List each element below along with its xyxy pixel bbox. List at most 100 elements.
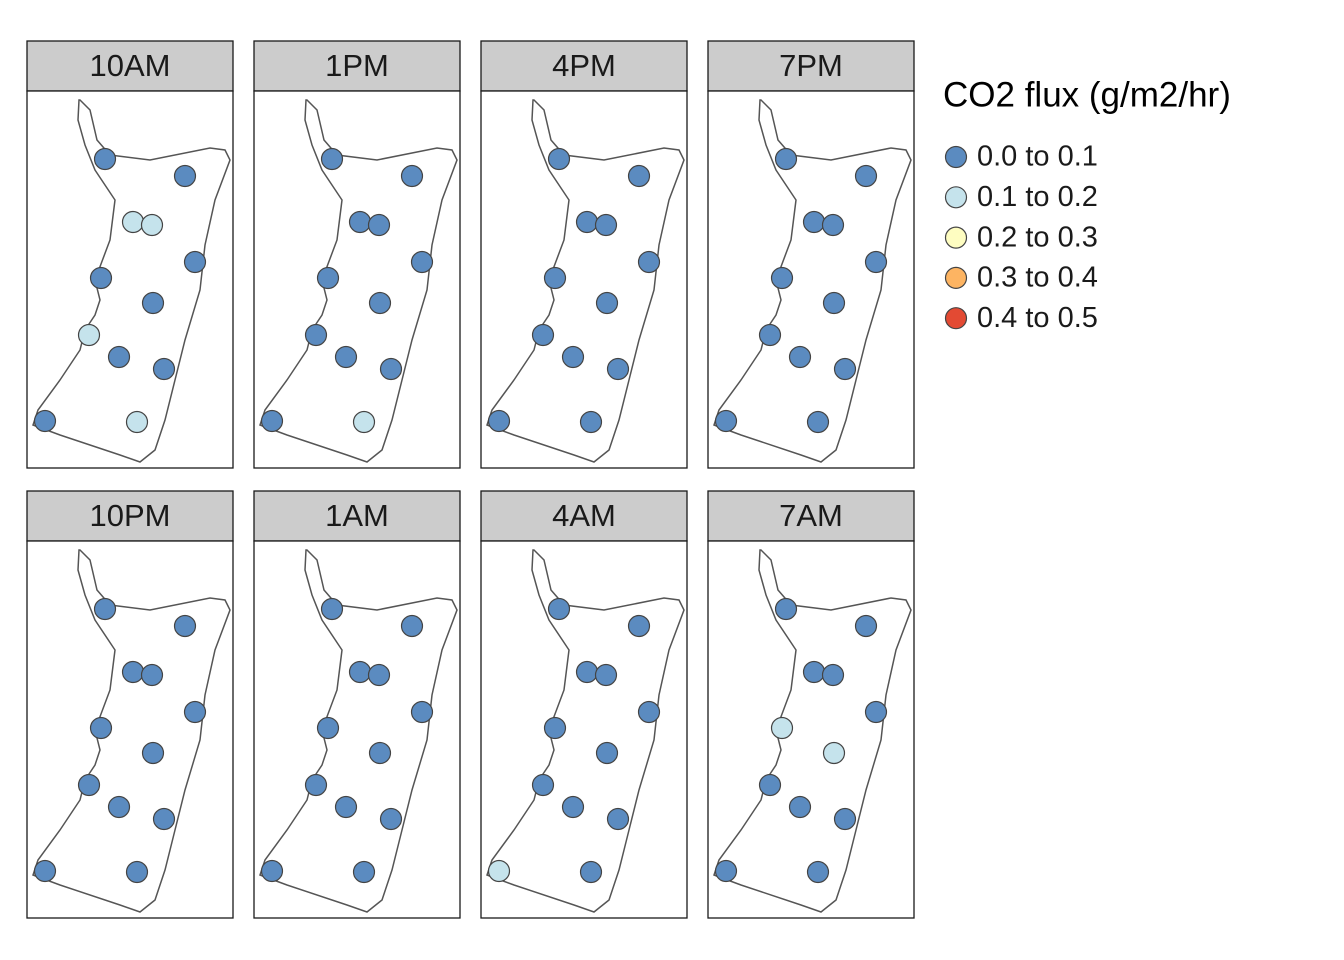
site-point [260, 409, 284, 433]
panel-title: 4AM [552, 498, 616, 533]
site-point [770, 266, 794, 290]
site-point [121, 660, 145, 684]
site-point [595, 741, 619, 765]
site-point [547, 147, 571, 171]
site-point [561, 795, 585, 819]
site-point [854, 614, 878, 638]
panel: 1PM [253, 40, 461, 469]
site-point [320, 147, 344, 171]
site-point [77, 323, 101, 347]
site-point [531, 323, 555, 347]
panel-header [707, 490, 915, 542]
panel-header [26, 40, 234, 92]
site-point [822, 741, 846, 765]
site-point [140, 663, 164, 687]
site-point [183, 250, 207, 274]
site-point [89, 716, 113, 740]
site-point [352, 860, 376, 884]
site-point [141, 291, 165, 315]
site-point [788, 795, 812, 819]
site-point [487, 859, 511, 883]
site-point [821, 663, 845, 687]
panel-title: 10AM [90, 48, 171, 83]
panel: 10PM [26, 490, 234, 919]
site-point [822, 291, 846, 315]
panel: 7AM [707, 490, 915, 919]
site-point [379, 357, 403, 381]
site-point [33, 859, 57, 883]
site-point [637, 700, 661, 724]
panel: 4AM [480, 490, 688, 919]
site-point [575, 660, 599, 684]
site-point [107, 345, 131, 369]
legend-key [944, 266, 968, 289]
site-point [594, 663, 618, 687]
site-point [173, 164, 197, 188]
site-point [864, 250, 888, 274]
panel-body [480, 540, 688, 919]
site-point [627, 614, 651, 638]
legend-key [944, 307, 968, 330]
site-point [334, 795, 358, 819]
site-point [774, 147, 798, 171]
legend-label: 0.1 to 0.2 [977, 181, 1098, 213]
site-point [802, 210, 826, 234]
site-point [579, 860, 603, 884]
site-point [316, 266, 340, 290]
site-point [864, 700, 888, 724]
site-point [854, 164, 878, 188]
site-point [140, 213, 164, 237]
site-point [531, 773, 555, 797]
site-point [304, 773, 328, 797]
site-point [320, 597, 344, 621]
site-point [833, 807, 857, 831]
panel: 10AM [26, 40, 234, 469]
site-point [379, 807, 403, 831]
site-point [806, 410, 830, 434]
site-point [774, 597, 798, 621]
panel-body [707, 540, 915, 919]
site-point [141, 741, 165, 765]
panel-body [26, 540, 234, 919]
site-point [107, 795, 131, 819]
panel-body [707, 90, 915, 469]
panel-title: 10PM [90, 498, 171, 533]
site-point [637, 250, 661, 274]
site-point [579, 410, 603, 434]
site-point [125, 410, 149, 434]
site-point [316, 716, 340, 740]
site-point [304, 323, 328, 347]
site-point [121, 210, 145, 234]
site-point [802, 660, 826, 684]
site-point [627, 164, 651, 188]
panel-header [253, 490, 461, 542]
site-point [575, 210, 599, 234]
site-point [606, 807, 630, 831]
site-outline [32, 99, 231, 463]
site-point [93, 147, 117, 171]
panel-header [26, 490, 234, 542]
site-point [152, 807, 176, 831]
site-outline [32, 549, 231, 913]
site-point [833, 357, 857, 381]
site-outline [486, 549, 685, 913]
site-point [89, 266, 113, 290]
site-point [821, 213, 845, 237]
site-point [400, 614, 424, 638]
panel-body [253, 540, 461, 919]
site-point [368, 291, 392, 315]
panel-header [253, 40, 461, 92]
legend-key [944, 226, 968, 249]
site-outline [259, 549, 458, 913]
site-point [788, 345, 812, 369]
site-point [367, 663, 391, 687]
site-point [595, 291, 619, 315]
panel-body [253, 90, 461, 469]
site-point [125, 860, 149, 884]
legend-key [944, 145, 968, 169]
site-outline [713, 99, 912, 463]
panel-title: 1AM [325, 498, 389, 533]
panel-title: 7PM [779, 48, 843, 83]
